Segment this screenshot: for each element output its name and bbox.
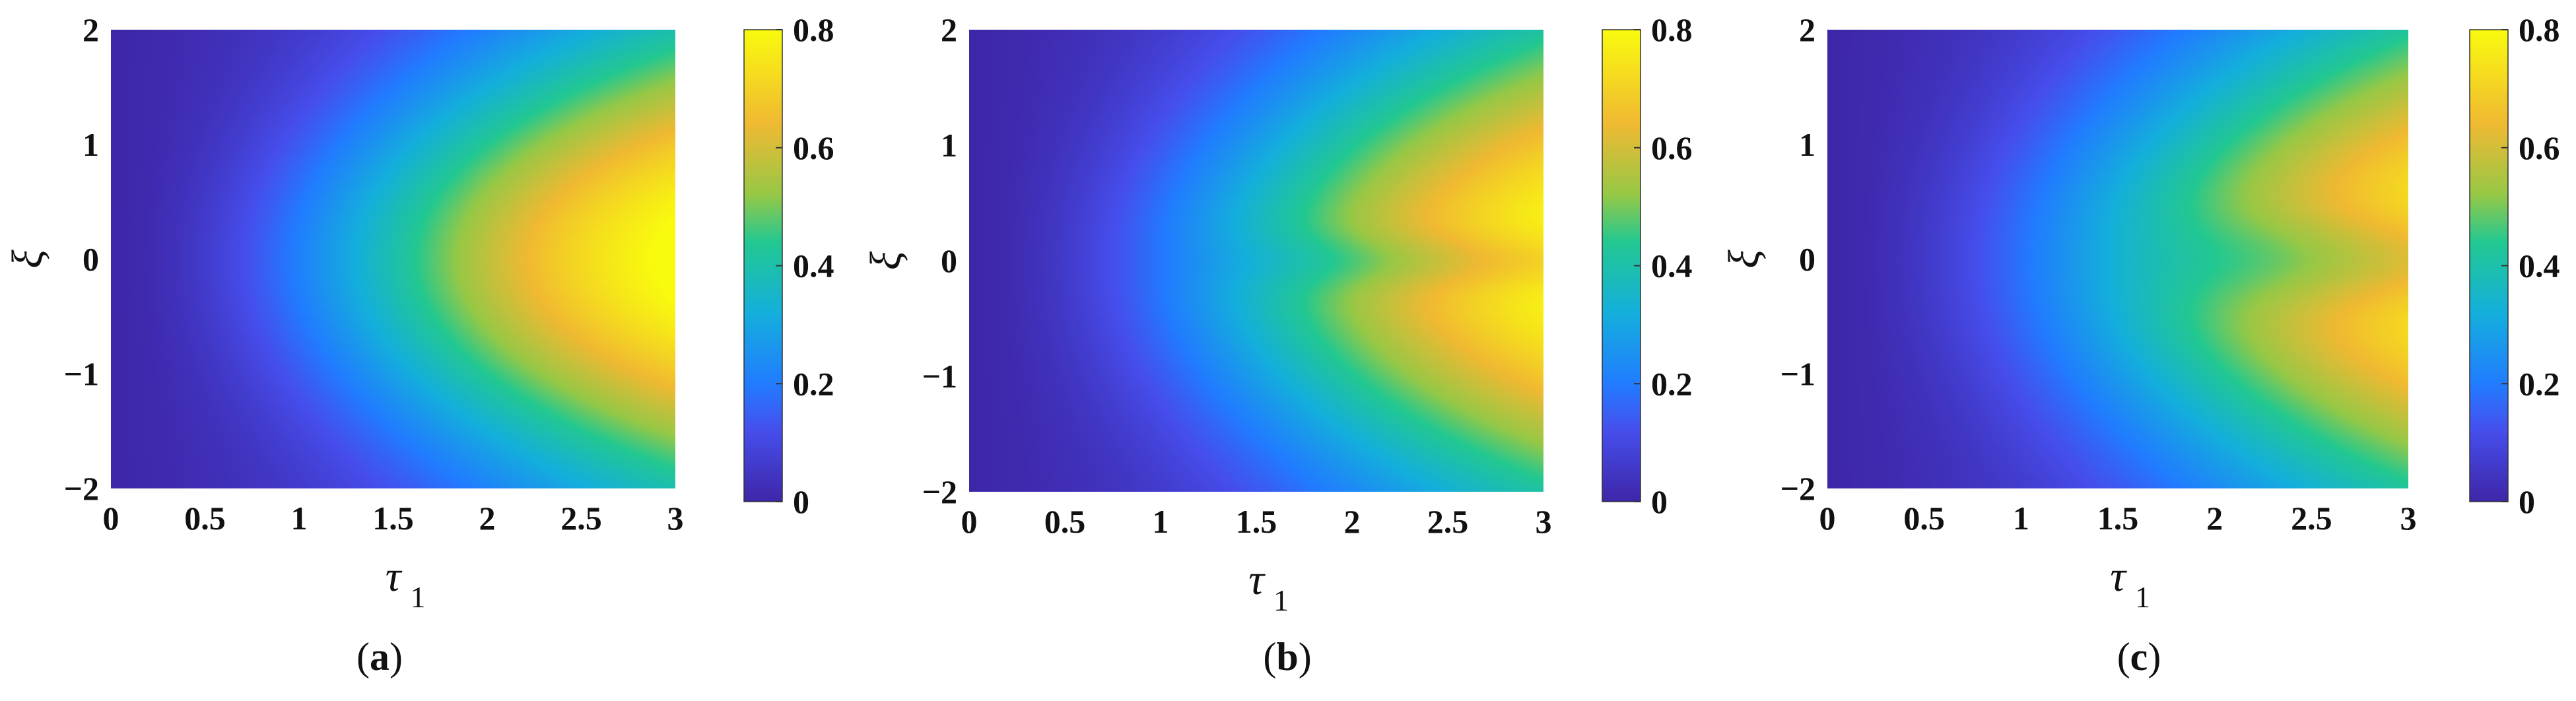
x-tick-label: 0.5 xyxy=(184,500,226,537)
x-axis-label: τ xyxy=(2110,552,2127,601)
colorbar-tick-label: 0.4 xyxy=(2519,248,2560,284)
y-tick-label: 0 xyxy=(83,241,99,278)
x-tick-label: 3 xyxy=(1536,503,1552,540)
y-tick-label: −2 xyxy=(64,470,100,507)
heatmap-image xyxy=(1827,30,2408,488)
x-tick-label: 1.5 xyxy=(372,500,414,537)
y-tick-label: −2 xyxy=(1780,470,1816,507)
panel-caption: (a) xyxy=(356,635,403,679)
colorbar-tick-label: 0.2 xyxy=(1651,365,1693,402)
colorbar-tick-label: 0.4 xyxy=(1651,248,1693,284)
x-tick-label: 2 xyxy=(2206,500,2223,537)
x-tick-label: 3 xyxy=(667,500,684,537)
x-tick-label: 1 xyxy=(1153,503,1169,540)
colorbar-tick-label: 0.2 xyxy=(2519,365,2560,402)
colorbar-tick-label: 0.4 xyxy=(793,248,834,284)
x-tick-label: 1.5 xyxy=(2097,500,2139,537)
x-tick-label: 1.5 xyxy=(1236,503,1277,540)
y-tick-label: −1 xyxy=(1780,355,1816,392)
y-tick-label: 2 xyxy=(83,11,99,48)
y-axis-label: ξ xyxy=(1720,250,1768,269)
y-tick-label: 2 xyxy=(941,11,957,48)
x-tick-label: 0 xyxy=(1819,500,1836,537)
colorbar-tick-label: 0.8 xyxy=(1651,11,1693,48)
x-axis-label-subscript: 1 xyxy=(2135,580,2150,614)
colorbar-tick-label: 0.8 xyxy=(2519,11,2560,48)
x-tick-label: 2 xyxy=(1344,503,1361,540)
y-tick-label: −1 xyxy=(922,358,958,395)
y-axis-label: ξ xyxy=(3,250,51,269)
x-tick-label: 0 xyxy=(961,503,978,540)
y-tick-label: 2 xyxy=(1799,11,1815,48)
y-tick-label: 1 xyxy=(1799,126,1815,163)
x-tick-label: 2.5 xyxy=(1427,503,1469,540)
x-tick-label: 0.5 xyxy=(1903,500,1945,537)
heatmap-image xyxy=(969,30,1543,492)
colorbar-tick-label: 0.6 xyxy=(1651,129,1693,166)
x-tick-label: 1 xyxy=(291,500,308,537)
panel-caption: (c) xyxy=(2117,635,2161,679)
y-axis-label: ξ xyxy=(862,251,910,270)
x-tick-label: 2.5 xyxy=(560,500,602,537)
x-tick-label: 2 xyxy=(479,500,496,537)
colorbar-tick-label: 0.8 xyxy=(793,11,834,48)
colorbar-tick-label: 0.6 xyxy=(2519,129,2560,166)
colorbar-tick-label: 0 xyxy=(1651,483,1668,520)
x-tick-label: 2.5 xyxy=(2291,500,2332,537)
colorbar-tick-label: 0.2 xyxy=(793,365,834,402)
y-tick-label: 0 xyxy=(941,242,957,279)
panel-caption: (b) xyxy=(1263,635,1311,679)
x-tick-label: 1 xyxy=(2013,500,2029,537)
colorbar-tick-label: 0.6 xyxy=(793,129,834,166)
y-tick-label: 1 xyxy=(941,127,957,164)
x-tick-label: 0 xyxy=(103,500,119,537)
x-axis-label-subscript: 1 xyxy=(1273,584,1289,617)
y-tick-label: 1 xyxy=(83,126,99,163)
y-tick-label: −2 xyxy=(922,473,958,510)
y-tick-label: 0 xyxy=(1799,241,1815,278)
x-axis-label: τ xyxy=(1248,556,1266,604)
colorbar-tick-label: 0 xyxy=(793,483,809,520)
colorbar-tick-label: 0 xyxy=(2519,483,2535,520)
heatmap-image xyxy=(111,30,675,488)
x-axis-label-subscript: 1 xyxy=(411,580,426,614)
x-axis-label: τ xyxy=(386,552,403,601)
x-tick-label: 0.5 xyxy=(1044,503,1086,540)
x-tick-label: 3 xyxy=(2400,500,2417,537)
y-tick-label: −1 xyxy=(64,355,100,392)
